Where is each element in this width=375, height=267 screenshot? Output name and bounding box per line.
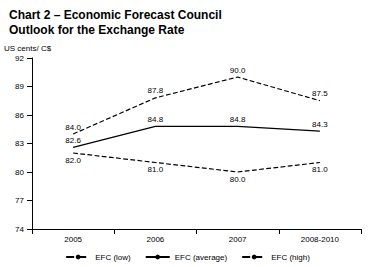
svg-text:2006: 2006 [146,235,164,244]
svg-text:EFC (high): EFC (high) [271,253,310,262]
svg-text:86: 86 [15,111,24,120]
svg-text:87.8: 87.8 [148,86,164,95]
svg-text:US cents/ C$: US cents/ C$ [4,44,52,53]
svg-text:82.0: 82.0 [65,156,81,165]
svg-text:EFC (low): EFC (low) [95,253,131,262]
svg-text:2005: 2005 [64,235,82,244]
svg-text:90.0: 90.0 [230,66,246,75]
svg-text:77: 77 [15,196,24,205]
svg-text:74: 74 [15,225,24,234]
svg-text:92: 92 [15,54,24,63]
svg-text:EFC (average): EFC (average) [175,253,228,262]
svg-text:Chart 2 – Economic Forecast Co: Chart 2 – Economic Forecast Council [9,8,225,22]
svg-text:84.0: 84.0 [65,123,81,132]
svg-text:Outlook for the Exchange Rate: Outlook for the Exchange Rate [9,23,185,37]
svg-text:2008-2010: 2008-2010 [301,235,340,244]
svg-text:84.8: 84.8 [148,115,164,124]
svg-text:83: 83 [15,139,24,148]
svg-text:89: 89 [15,82,24,91]
svg-text:84.8: 84.8 [230,115,246,124]
svg-text:80: 80 [15,168,24,177]
svg-text:80.0: 80.0 [230,175,246,184]
svg-text:87.5: 87.5 [312,89,328,98]
svg-text:81.0: 81.0 [312,165,328,174]
svg-text:81.0: 81.0 [148,165,164,174]
svg-text:2007: 2007 [229,235,247,244]
svg-text:84.3: 84.3 [312,120,328,129]
svg-text:82.6: 82.6 [65,136,81,145]
